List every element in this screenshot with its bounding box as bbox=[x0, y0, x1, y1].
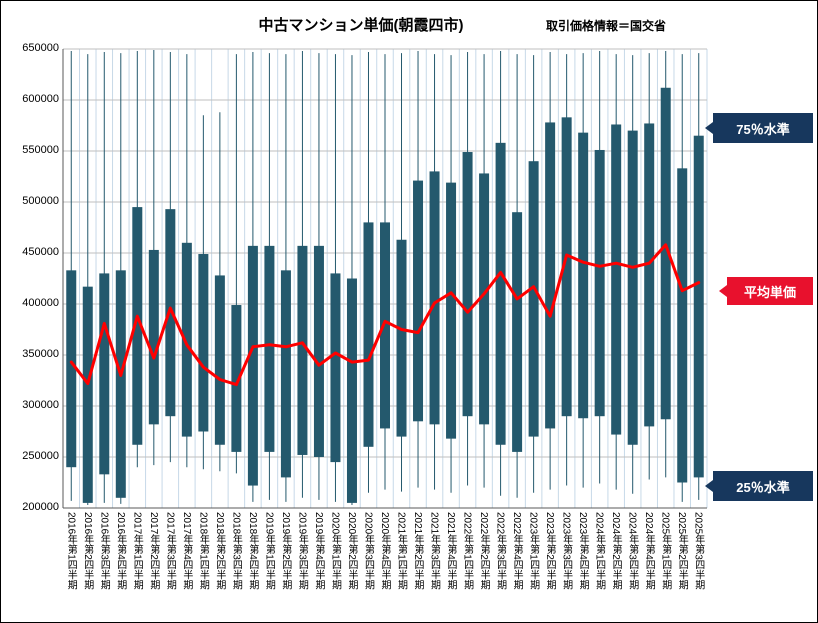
callout-75-percent: 75％水準 bbox=[713, 113, 813, 143]
callout-average: 平均単価 bbox=[727, 277, 813, 305]
chart-title: 中古マンション単価(朝霞四市) bbox=[258, 17, 464, 34]
callout-75-label: 75％水準 bbox=[736, 121, 790, 137]
source-note: 取引価格情報＝国交省 bbox=[546, 19, 667, 33]
callout-average-label: 平均単価 bbox=[743, 284, 796, 300]
callout-25-percent: 25％水準 bbox=[713, 471, 813, 501]
callout-25-label: 25％水準 bbox=[736, 479, 790, 495]
